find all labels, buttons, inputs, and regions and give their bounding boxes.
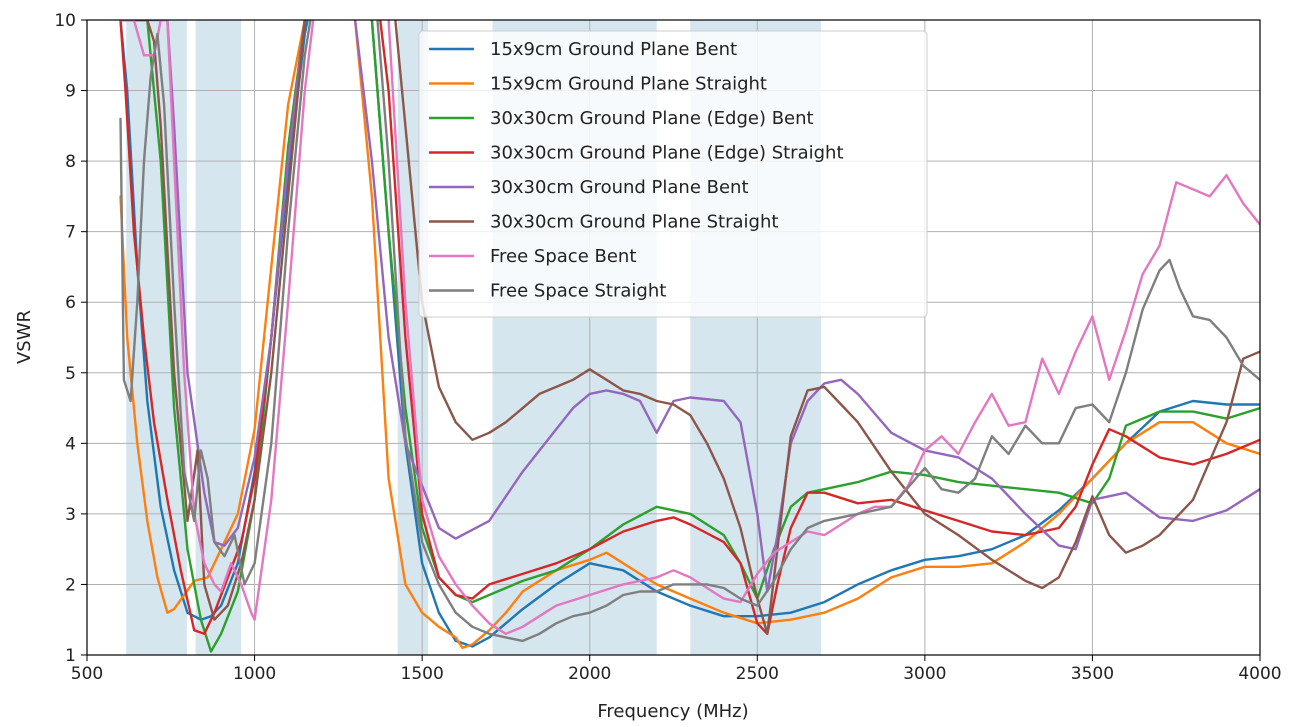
series-line-2 <box>119 20 1260 653</box>
y-tick-label: 9 <box>65 82 76 102</box>
x-tick-label: 1000 <box>233 664 276 684</box>
series-line-7 <box>119 20 1260 643</box>
y-tick-label: 7 <box>65 223 76 243</box>
y-tick-label: 3 <box>65 505 76 525</box>
x-axis-label: Frequency (MHz) <box>597 701 748 722</box>
x-tick-label: 2000 <box>568 664 611 684</box>
y-tick-label: 2 <box>65 575 76 595</box>
x-tick-label: 500 <box>71 664 103 684</box>
x-tick-label: 4000 <box>1238 664 1281 684</box>
legend-label: 30x30cm Ground Plane Straight <box>490 212 778 233</box>
y-tick-label: 4 <box>65 434 76 454</box>
y-tick-label: 10 <box>54 11 76 31</box>
x-axis-ticks: 500 1000 1500 2000 2500 3000 3500 4000 <box>71 655 1282 684</box>
y-axis-label: VSWR <box>14 310 35 364</box>
x-tick-label: 2500 <box>736 664 779 684</box>
legend-label: 30x30cm Ground Plane Bent <box>490 177 749 198</box>
y-tick-label: 5 <box>65 364 76 384</box>
legend-box <box>418 30 928 318</box>
series-lines <box>119 20 1260 653</box>
legend: 15x9cm Ground Plane Bent 15x9cm Ground Pl… <box>418 30 928 318</box>
plot-frame <box>86 19 1261 656</box>
y-axis-ticks: 1 2 3 4 5 6 7 8 9 10 <box>54 11 87 666</box>
series-line-6 <box>119 20 1260 635</box>
legend-label: 30x30cm Ground Plane (Edge) Bent <box>490 108 814 129</box>
legend-label: Free Space Bent <box>490 246 636 267</box>
x-tick-label: 1500 <box>401 664 444 684</box>
y-tick-label: 6 <box>65 293 76 313</box>
x-tick-label: 3000 <box>903 664 946 684</box>
legend-label: 15x9cm Ground Plane Straight <box>490 74 767 95</box>
series-line-3 <box>119 20 1260 635</box>
y-tick-label: 1 <box>65 646 76 666</box>
legend-label: 30x30cm Ground Plane (Edge) Straight <box>490 143 844 164</box>
legend-label: Free Space Straight <box>490 281 666 302</box>
series-line-4 <box>119 20 1260 593</box>
legend-label: 15x9cm Ground Plane Bent <box>490 39 737 60</box>
series-line-5 <box>119 20 1260 635</box>
x-tick-label: 3500 <box>1071 664 1114 684</box>
y-tick-label: 8 <box>65 152 76 172</box>
